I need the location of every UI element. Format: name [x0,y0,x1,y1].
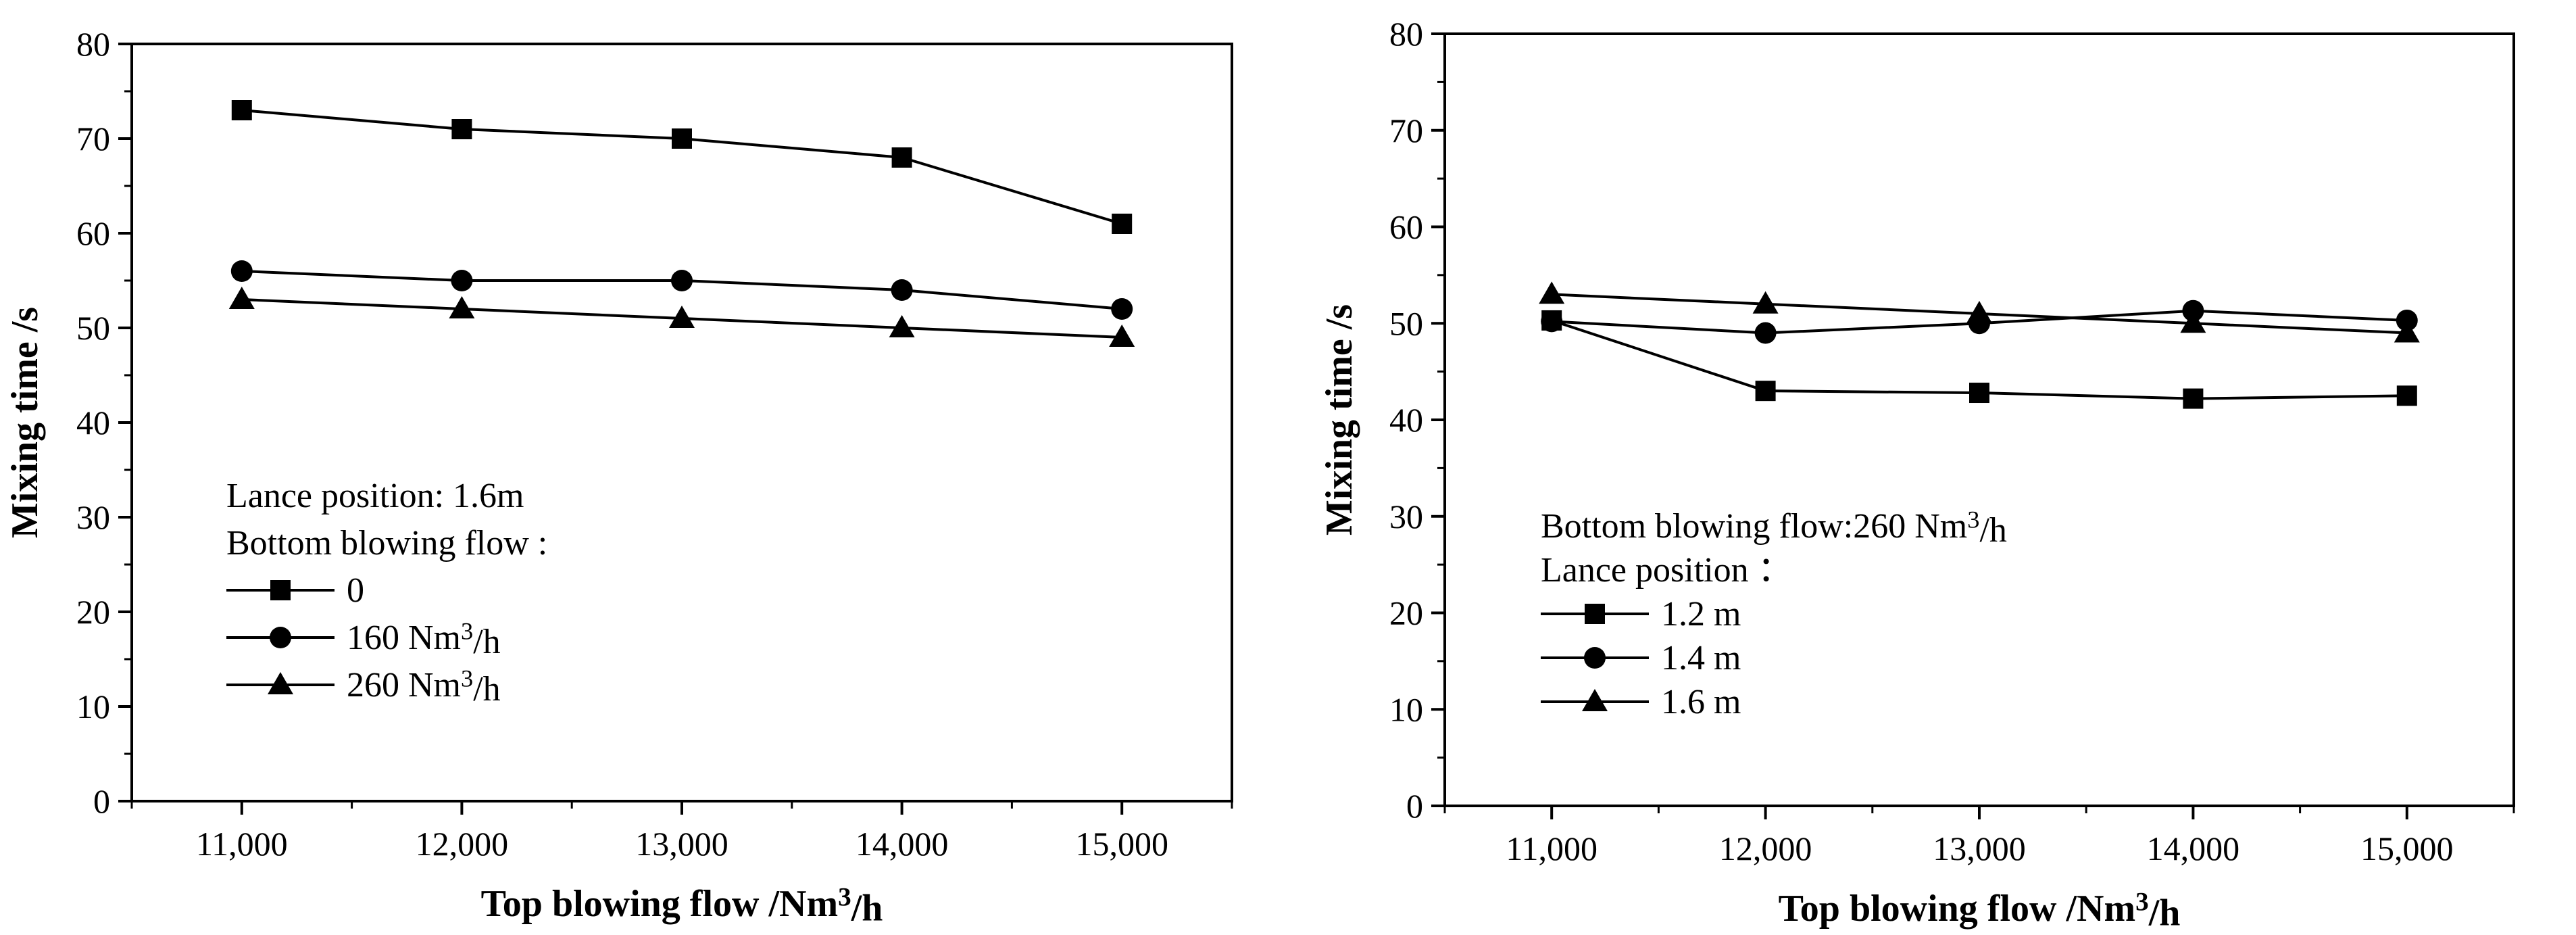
x-tick-label: 11,000 [1506,830,1597,867]
data-point [230,260,253,282]
y-tick-label: 0 [93,782,110,820]
series-2 [230,260,1133,320]
data-point [1109,325,1135,347]
y-tick-label: 10 [76,688,110,725]
series-3 [228,287,1135,347]
chart-panel-2: 0 10 20 30 40 50 60 70 80 11,000 12,000 13,000 14,00… [1318,15,2515,934]
data-point [1966,300,1992,323]
legend-label: 1.4 m [1661,639,1741,677]
x-axis-title: Top blowing flow /Nm3/h [481,882,883,929]
x-tick-label: 14,000 [2147,830,2240,867]
data-point [1539,281,1565,304]
legend-label: 0 [347,571,364,610]
data-point [231,100,252,120]
x-tick-label: 13,000 [1933,830,2026,867]
y-tick-label: 20 [76,593,110,631]
legend-heading: Lance position ： [1541,551,1793,590]
y-tick-label: 70 [1389,112,1423,149]
data-point [1755,381,1776,402]
y-tick-label: 30 [1389,498,1423,535]
data-point [1112,214,1133,234]
legend-marker [1585,604,1605,624]
data-point [2180,310,2206,333]
legend-heading: Bottom blowing flow:260 Nm3/h [1541,506,2007,550]
data-point [669,306,695,328]
x-tick-label: 15,000 [2360,830,2454,867]
y-tick-label: 50 [76,309,110,347]
x-axis-title: Top blowing flow /Nm3/h [1779,887,2181,934]
y-tick-label: 80 [1389,15,1423,53]
data-point [228,287,255,309]
data-point [451,270,473,291]
series-1 [231,100,1133,234]
legend-label: 160 Nm3/h [347,617,501,661]
y-tick-label: 20 [1389,594,1423,632]
data-point [889,315,915,337]
y-tick-label: 0 [1406,787,1423,825]
legend-label: 1.6 m [1661,683,1741,721]
data-point [1111,298,1133,320]
data-point [672,128,692,149]
data-point [2183,388,2204,409]
data-point [2396,385,2417,406]
chart-panel-1: 0 10 20 30 40 50 60 70 80 11,000 12,000 13,000 14,00… [4,25,1233,930]
data-point [891,147,912,168]
x-tick-label: 12,000 [416,825,509,863]
legend-label: 1.2 m [1661,595,1741,633]
data-point [891,279,913,301]
data-point [449,296,475,318]
y-tick-label: 70 [76,120,110,158]
series-line [241,109,1122,225]
data-point [2394,320,2420,343]
y-tick-label: 50 [1389,304,1423,342]
x-tick-label: 11,000 [196,825,288,863]
legend-label: 260 Nm3/h [347,665,501,709]
y-tick-label: 80 [76,25,110,63]
y-axis-title: Mixing time /s [4,307,46,538]
y-tick-label: 10 [1389,690,1423,728]
legend: Lance position: 1.6m Bottom blowing flow … [226,477,547,709]
y-tick-label: 40 [76,404,110,441]
series-3 [1539,281,2420,343]
data-point [1541,310,1563,333]
data-point [451,119,472,139]
y-tick-label: 60 [76,214,110,252]
plot-frame [130,43,1233,802]
x-tick-label: 12,000 [1719,830,1812,867]
x-tick-label: 14,000 [856,825,949,863]
legend-marker [268,672,293,694]
y-tick-label: 40 [1389,401,1423,439]
data-point [1754,322,1777,344]
data-point [1752,291,1779,314]
x-tick-label: 13,000 [635,825,728,863]
data-point [671,270,693,291]
legend-marker [270,627,291,648]
plot-frame [1443,32,2515,807]
legend-marker [1582,689,1608,711]
legend-marker [1584,647,1606,669]
y-tick-label: 60 [1389,208,1423,246]
data-point [1969,383,1989,404]
y-axis-title: Mixing time /s [1318,304,1360,535]
x-tick-label: 15,000 [1075,825,1168,863]
legend-heading: Bottom blowing flow : [226,524,547,562]
legend-heading: Lance position: 1.6m [226,477,524,515]
legend-marker [270,580,291,600]
y-tick-label: 30 [76,498,110,536]
